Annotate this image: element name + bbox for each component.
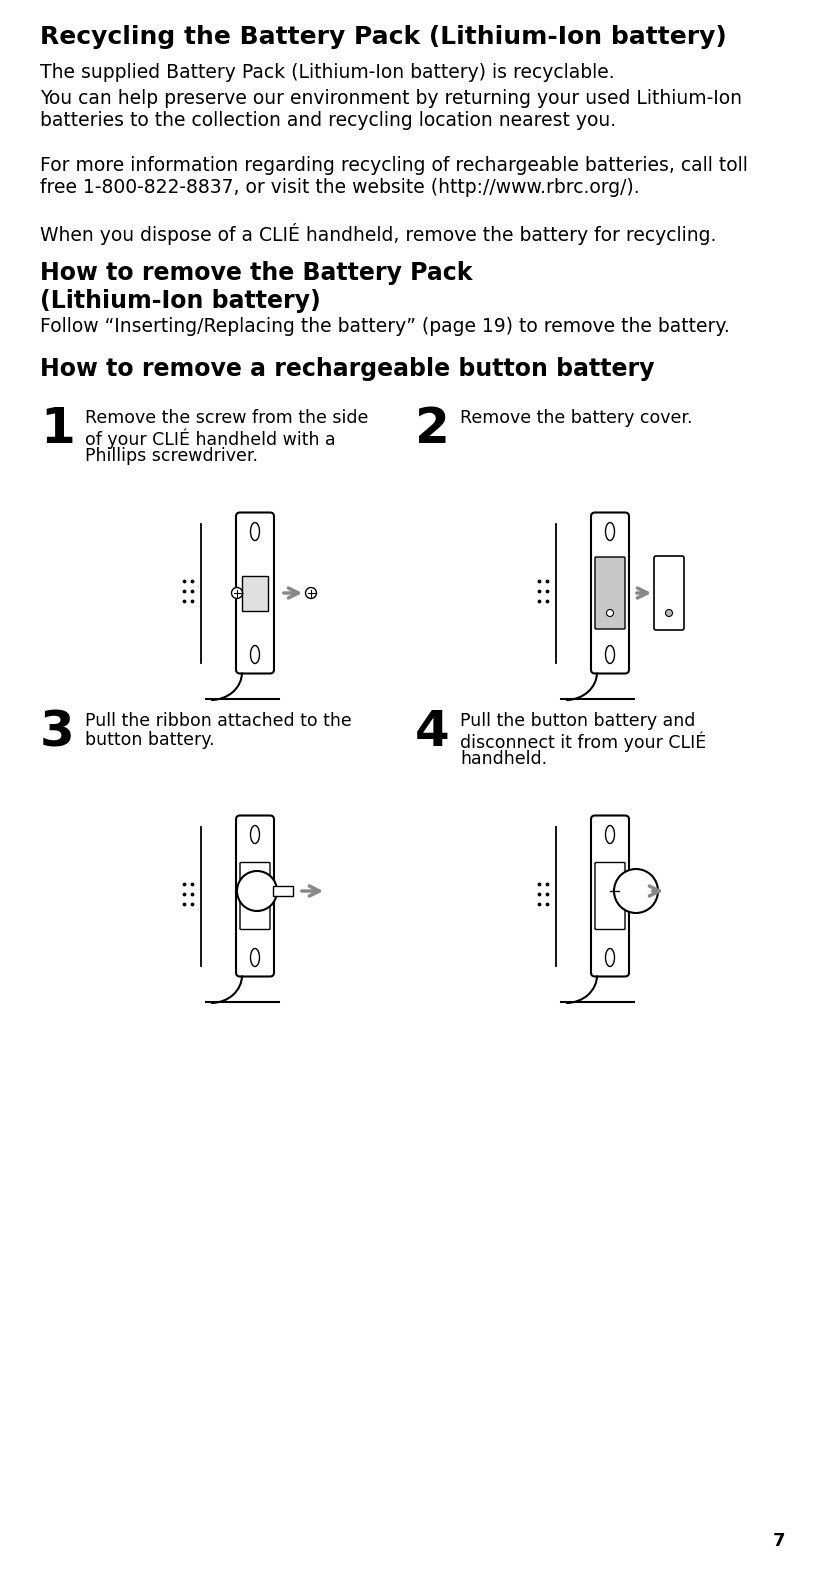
Text: 4: 4 [415, 709, 450, 756]
Text: Remove the screw from the side: Remove the screw from the side [85, 408, 369, 427]
Bar [242, 575, 268, 611]
Text: Phillips screwdriver.: Phillips screwdriver. [85, 448, 258, 465]
Circle shape [666, 610, 672, 616]
Ellipse shape [606, 825, 615, 844]
Text: (Lithium-Ion battery): (Lithium-Ion battery) [40, 289, 321, 313]
Text: batteries to the collection and recycling location nearest you.: batteries to the collection and recyclin… [40, 112, 616, 130]
Text: How to remove the Battery Pack: How to remove the Battery Pack [40, 261, 473, 284]
Circle shape [237, 870, 277, 911]
Text: How to remove a rechargeable button battery: How to remove a rechargeable button batt… [40, 357, 654, 382]
Text: For more information regarding recycling of rechargeable batteries, call toll: For more information regarding recycling… [40, 156, 748, 174]
FancyBboxPatch shape [591, 815, 629, 977]
FancyBboxPatch shape [654, 556, 684, 630]
FancyBboxPatch shape [236, 815, 274, 977]
Ellipse shape [251, 646, 260, 663]
Text: handheld.: handheld. [460, 749, 547, 768]
Text: You can help preserve our environment by returning your used Lithium-Ion: You can help preserve our environment by… [40, 90, 742, 108]
Ellipse shape [251, 523, 260, 540]
Ellipse shape [251, 825, 260, 844]
Text: free 1-800-822-8837, or visit the website (http://www.rbrc.org/).: free 1-800-822-8837, or visit the websit… [40, 178, 639, 196]
Ellipse shape [251, 949, 260, 966]
Text: 2: 2 [415, 405, 450, 452]
Text: Follow “Inserting/Replacing the battery” (page 19) to remove the battery.: Follow “Inserting/Replacing the battery”… [40, 317, 730, 336]
Text: Recycling the Battery Pack (Lithium-Ion battery): Recycling the Battery Pack (Lithium-Ion … [40, 25, 727, 49]
Text: Remove the battery cover.: Remove the battery cover. [460, 408, 692, 427]
Circle shape [606, 610, 614, 616]
Text: 1: 1 [40, 405, 75, 452]
Text: 7: 7 [772, 1532, 785, 1551]
FancyBboxPatch shape [236, 512, 274, 674]
FancyBboxPatch shape [240, 862, 270, 930]
Text: When you dispose of a CLIÉ handheld, remove the battery for recycling.: When you dispose of a CLIÉ handheld, rem… [40, 223, 716, 245]
Circle shape [305, 588, 317, 599]
Ellipse shape [606, 949, 615, 966]
FancyBboxPatch shape [591, 512, 629, 674]
Ellipse shape [606, 646, 615, 663]
Text: Pull the button battery and: Pull the button battery and [460, 712, 695, 731]
Polygon shape [273, 886, 293, 895]
Circle shape [614, 869, 658, 913]
Text: Pull the ribbon attached to the: Pull the ribbon attached to the [85, 712, 351, 731]
Text: disconnect it from your CLIÉ: disconnect it from your CLIÉ [460, 731, 706, 751]
Text: The supplied Battery Pack (Lithium-Ion battery) is recyclable.: The supplied Battery Pack (Lithium-Ion b… [40, 63, 615, 82]
Text: of your CLIÉ handheld with a: of your CLIÉ handheld with a [85, 427, 336, 448]
FancyBboxPatch shape [595, 558, 625, 628]
Ellipse shape [606, 523, 615, 540]
Text: button battery.: button battery. [85, 731, 215, 749]
FancyBboxPatch shape [595, 862, 625, 930]
Circle shape [232, 588, 243, 599]
Text: 3: 3 [40, 709, 75, 756]
